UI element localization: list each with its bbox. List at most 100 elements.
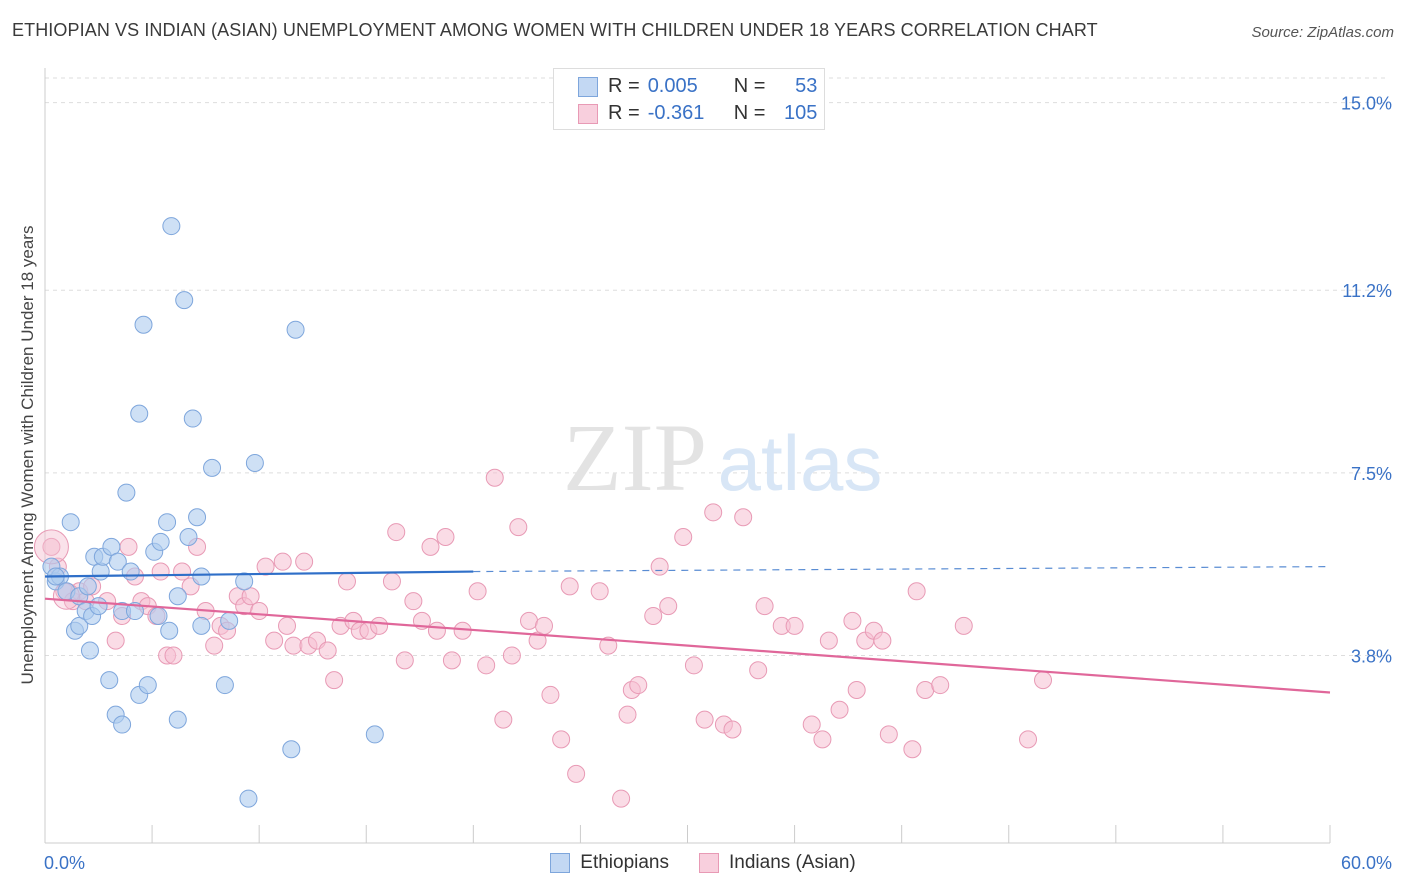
indians-point — [755, 597, 774, 616]
indians-point — [494, 710, 513, 729]
legend-item-ethiopians[interactable]: Ethiopians — [550, 852, 669, 874]
indians-point — [395, 651, 414, 670]
ethiopians-point — [117, 483, 136, 502]
ethiopians-point — [215, 676, 234, 695]
indians-swatch — [578, 103, 598, 124]
ethiopians-legend-swatch — [550, 853, 571, 873]
indians-point — [618, 705, 637, 724]
indians-point — [552, 730, 571, 749]
ethiopians-point — [188, 508, 207, 527]
indians-point — [599, 636, 618, 655]
ethiopians-point — [80, 641, 99, 660]
indians-point — [1034, 671, 1053, 690]
indians-point — [528, 631, 547, 650]
ethiopians-trend-line — [44, 570, 474, 578]
indians-point — [954, 616, 973, 635]
axis-layer — [44, 68, 1331, 844]
ethiopians-point — [151, 532, 170, 551]
r-label: R = — [608, 75, 640, 97]
indians-point — [847, 681, 866, 699]
ethiopians-point — [192, 616, 211, 635]
indians-point — [205, 636, 224, 655]
watermark-atlas: atlas — [718, 419, 883, 507]
indians-point — [830, 700, 849, 719]
ethiopians-point — [158, 513, 177, 532]
y-tick-label: 3.8% — [1351, 646, 1392, 666]
indians-point — [318, 641, 337, 660]
r-label: R = — [608, 102, 640, 124]
indians-point — [785, 616, 804, 635]
stats-legend: R = 0.005 N = 53 R = -0.361 N = 105 — [553, 68, 825, 130]
ethiopians-point — [89, 597, 108, 616]
indians-point — [903, 740, 922, 759]
ethiopians-point — [108, 552, 127, 571]
bottom-legend: Ethiopians Indians (Asian) — [0, 852, 1406, 874]
indians-point — [520, 611, 539, 630]
ethiopians-point — [179, 528, 198, 546]
ethiopians-point — [134, 315, 153, 334]
indians-point — [674, 528, 693, 546]
indians-point — [695, 710, 714, 729]
ethiopians-point — [149, 606, 168, 625]
indians-point — [284, 636, 303, 655]
indians-point — [119, 537, 138, 556]
ethiopians-point — [192, 567, 211, 586]
ethiopians-point — [78, 577, 97, 596]
indians-point — [541, 685, 560, 704]
ethiopians-point — [162, 217, 181, 236]
indians-point — [477, 656, 496, 675]
indians-point — [502, 646, 521, 665]
legend-label-ethiopians: Ethiopians — [580, 852, 669, 873]
indians-point — [295, 552, 314, 571]
indians-point — [650, 557, 669, 576]
indians-point — [273, 552, 292, 571]
ethiopians-swatch — [578, 76, 598, 97]
indians-point — [382, 572, 401, 591]
indians-point — [453, 621, 472, 640]
tick-labels: 3.8% 7.5% 11.2% 15.0% 0.0% 60.0% — [44, 94, 1392, 873]
y-tick-label: 11.2% — [1342, 281, 1392, 301]
indians-point — [436, 528, 455, 546]
indians-point — [644, 606, 663, 625]
ethiopians-point — [282, 740, 301, 759]
ethiopians-point — [286, 320, 305, 339]
indians-point — [1019, 730, 1038, 749]
indians-point — [151, 562, 170, 581]
x-tick-label: 0.0% — [44, 853, 85, 873]
indians-point — [485, 468, 504, 487]
indians-point — [106, 631, 125, 650]
trend-layer — [44, 566, 1331, 694]
legend-label-indians: Indians (Asian) — [729, 852, 856, 873]
ethiopians-point — [168, 710, 187, 729]
ethiopians-point — [70, 616, 89, 635]
stats-row-ethiopians: R = 0.005 N = 53 — [578, 75, 817, 98]
ethiopians-point — [245, 453, 264, 472]
legend-item-indians[interactable]: Indians (Asian) — [699, 852, 856, 874]
indians-point — [802, 715, 821, 734]
indians-point — [250, 602, 269, 621]
ethiopians-point — [183, 409, 202, 428]
n-value: 53 — [795, 75, 818, 97]
indians-point — [535, 616, 554, 635]
indians-point — [879, 725, 898, 744]
indians-point — [629, 676, 648, 695]
ethiopians-point — [203, 458, 222, 477]
indians-point — [278, 616, 297, 635]
indians-point — [370, 616, 389, 635]
r-value: -0.361 — [647, 102, 705, 124]
ethiopians-point — [168, 587, 187, 606]
indians-point — [684, 656, 703, 675]
chart-title: ETHIOPIAN VS INDIAN (ASIAN) UNEMPLOYMENT… — [12, 20, 1098, 40]
indians-point — [509, 518, 528, 537]
source-label: Source: ZipAtlas.com — [1251, 24, 1394, 41]
n-label: N = — [733, 102, 766, 124]
indians-point — [749, 661, 768, 680]
indians-point — [734, 508, 753, 527]
r-value: 0.005 — [647, 75, 698, 97]
indians-point — [265, 631, 284, 650]
indians-point — [612, 789, 631, 808]
indians-point — [659, 597, 678, 616]
y-axis-title: Unemployment Among Women with Children U… — [18, 225, 37, 685]
watermark-zip: ZIP — [563, 404, 707, 511]
y-tick-label: 7.5% — [1351, 464, 1392, 484]
